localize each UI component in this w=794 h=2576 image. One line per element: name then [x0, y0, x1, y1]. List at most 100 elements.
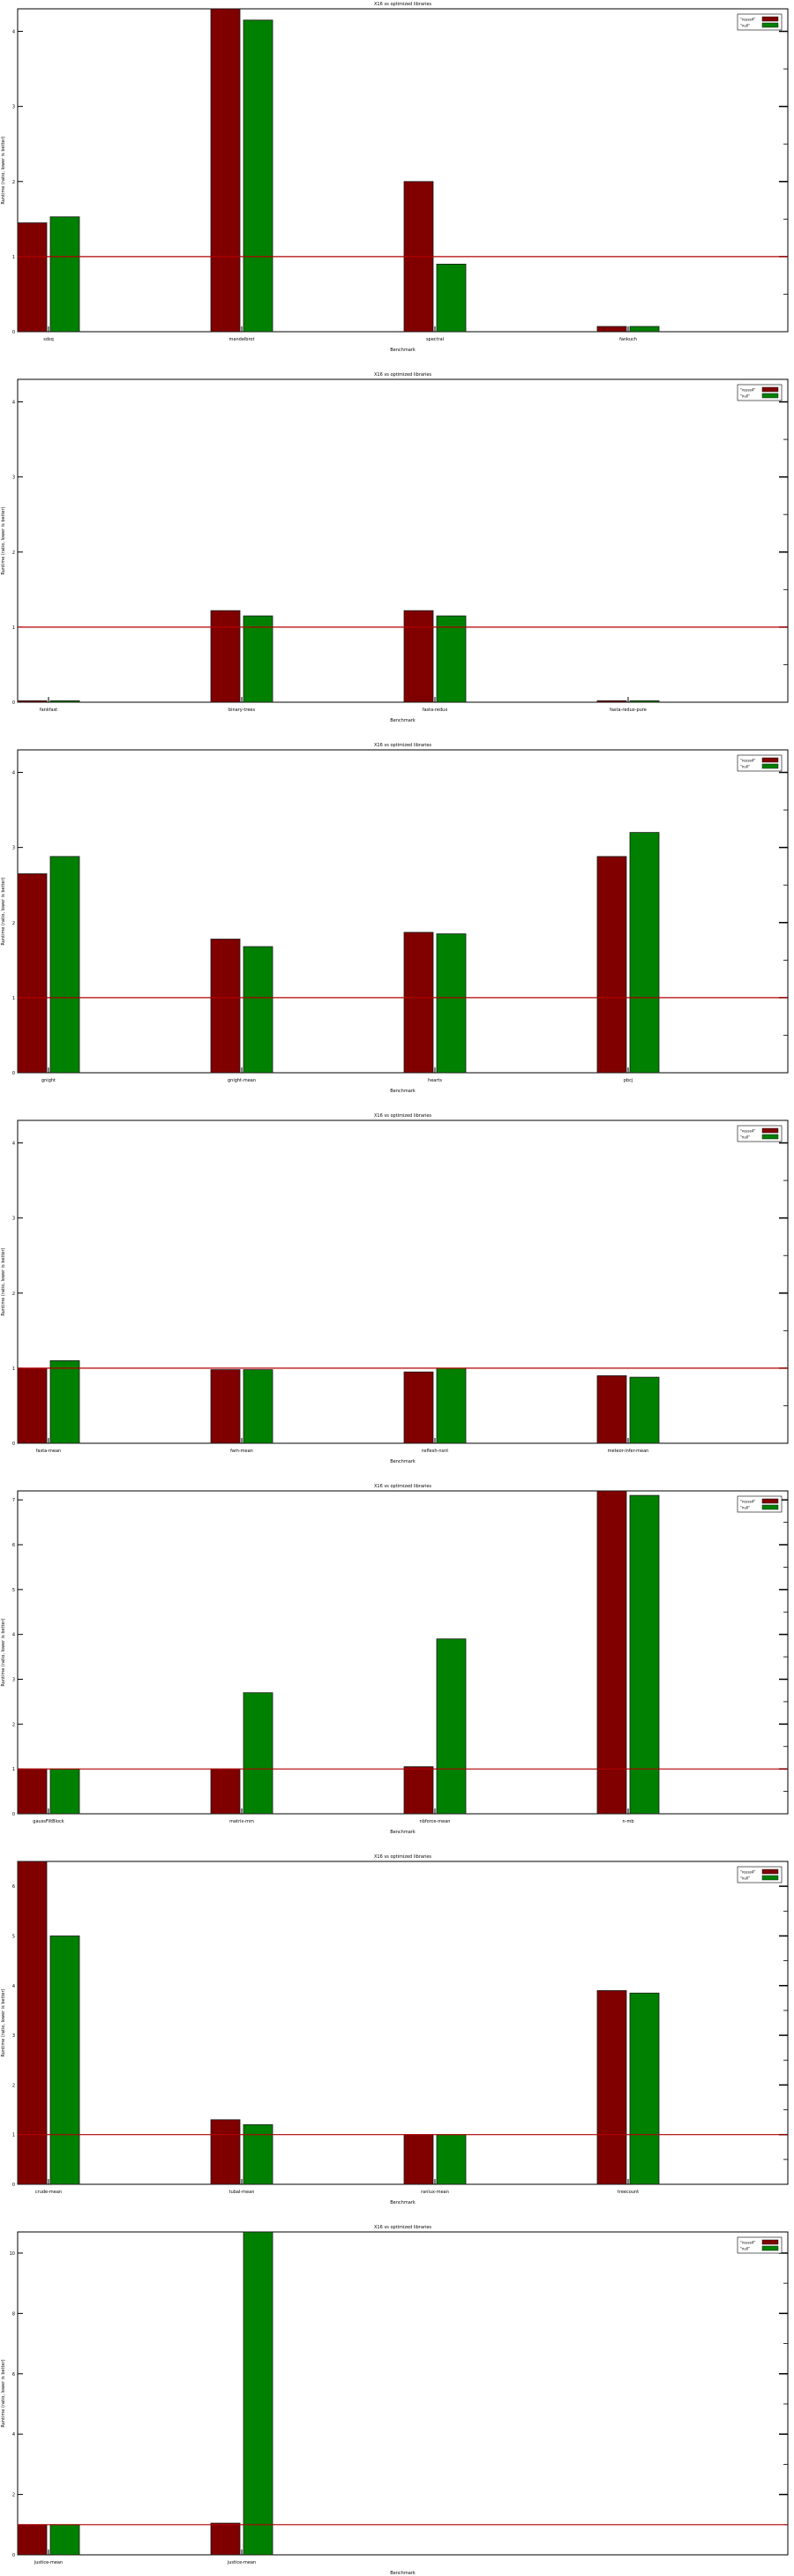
- legend-label: "reuse4": [740, 388, 755, 393]
- y-tick-label: 4: [12, 30, 15, 35]
- chart-2: X16 vs optimized libraries 1 2 3 4 0 Runtime (…: [1, 372, 789, 723]
- y-tick-label: 6: [12, 1884, 15, 1890]
- bar-null-3: [436, 933, 467, 1074]
- x-tick-label: treecount: [618, 2190, 639, 2195]
- y-tick-label: 0: [12, 1812, 15, 1817]
- bar-null-3: [436, 2134, 467, 2185]
- legend-label: "null": [740, 1876, 750, 1881]
- bar-reuse4-1: [17, 1367, 48, 1444]
- bar-null-2: [243, 946, 273, 1074]
- y-axis-label: Runtime (ratio, lower is better): [1, 1988, 6, 2056]
- x-tick-label: fasta-redux: [423, 708, 448, 713]
- x-tick-label: pbcj: [624, 1078, 633, 1083]
- y-axis-label: Runtime (ratio, lower is better): [1, 506, 6, 574]
- x-tick-label: spectral: [426, 337, 444, 342]
- x-tick-label: nbforce-mean: [420, 1819, 451, 1824]
- chart-3: X16 vs optimized libraries 1 2 3 4 0 Runtime (…: [1, 743, 789, 1094]
- chart-7: X16 vs optimized libraries 2 4 6 8 10 0 Runtime…: [1, 2225, 789, 2576]
- chart-6: X16 vs optimized libraries 1 2 3 4 5 6 0 Runtime…: [1, 1854, 789, 2205]
- legend-swatch: [761, 763, 779, 769]
- legend: "reuse4""null": [737, 13, 783, 31]
- x-tick-label: gnight: [41, 1078, 56, 1083]
- x-tick-label: fam-mean: [230, 1449, 253, 1454]
- bar-null-1: [49, 856, 80, 1074]
- bar-null-1: [49, 1768, 80, 1815]
- legend-label: "reuse4": [740, 18, 755, 22]
- y-tick-label: 3: [12, 846, 15, 851]
- x-tick-label: tubal-mean: [229, 2190, 255, 2195]
- legend-label: "null": [740, 2247, 750, 2251]
- y-axis-label: Runtime (ratio, lower is better): [1, 877, 6, 945]
- bar-reuse4-1: [17, 1768, 48, 1815]
- y-tick-label: 5: [12, 1588, 15, 1593]
- plot-frame: [17, 2231, 789, 2556]
- chart-title: X16 vs optimized libraries: [374, 2225, 431, 2230]
- y-axis-label: Runtime (ratio, lower is better): [1, 1247, 6, 1315]
- legend-label: "null": [740, 765, 750, 769]
- chart-4: X16 vs optimized libraries 1 2 3 4 0 Runtime (…: [1, 1113, 789, 1464]
- x-tick-label: justice-mean: [227, 2560, 256, 2565]
- bar-reuse4-1: [17, 2524, 48, 2556]
- x-tick-label: gnight-mean: [228, 1078, 256, 1083]
- legend-swatch: [761, 757, 779, 763]
- legend-swatch: [761, 1127, 779, 1134]
- bar-reuse4-4: [596, 1490, 627, 1815]
- plot-frame: [17, 1120, 789, 1444]
- chart-title: X16 vs optimized libraries: [374, 372, 431, 378]
- legend-label: "reuse4": [740, 1500, 755, 1504]
- y-axis-label: Runtime (ratio, lower is better): [1, 136, 6, 204]
- plot-frame: [17, 378, 789, 703]
- legend: "reuse4""null": [737, 1125, 783, 1142]
- bar-null-3: [436, 615, 467, 703]
- y-tick-label: 8: [12, 2311, 15, 2317]
- y-tick-label: 0: [12, 2553, 15, 2558]
- x-axis-label: Benchmark: [390, 1459, 416, 1464]
- chart-5: X16 vs optimized libraries 1 2 3 4 5 6 7 0 Runtim…: [1, 1484, 789, 1835]
- bar-null-1: [49, 216, 80, 333]
- plot-frame: [17, 1490, 789, 1815]
- legend-swatch: [761, 393, 779, 399]
- legend-swatch: [761, 16, 779, 22]
- x-tick-label: sdsq: [43, 337, 54, 342]
- bar-null-1: [49, 1359, 80, 1444]
- bar-null-2: [243, 2231, 273, 2556]
- bar-null-3: [436, 263, 467, 333]
- bar-reuse4-4: [596, 326, 627, 333]
- y-tick-label: 2: [12, 550, 15, 556]
- plot-frame: [17, 8, 789, 333]
- legend: "reuse4""null": [737, 384, 783, 401]
- chart-title: X16 vs optimized libraries: [374, 1854, 431, 1860]
- bar-null-2: [243, 2124, 273, 2185]
- y-tick-label: 1: [12, 2133, 15, 2138]
- y-tick-label: 4: [12, 771, 15, 776]
- x-axis-label: Benchmark: [390, 348, 416, 353]
- bar-null-4: [629, 1376, 660, 1444]
- bar-reuse4-1: [17, 700, 48, 703]
- legend-label: "null": [740, 394, 750, 399]
- x-tick-label: justice-mean: [34, 2560, 63, 2565]
- x-tick-label: crude-mean: [35, 2190, 62, 2195]
- legend-swatch: [761, 1504, 779, 1510]
- legend-label: "null": [740, 1506, 750, 1510]
- x-tick-label: meteor-infer-mean: [608, 1449, 649, 1454]
- y-tick-label: 4: [12, 401, 15, 406]
- bar-reuse4-1: [17, 873, 48, 1074]
- x-tick-label: mandelbrot: [229, 337, 255, 342]
- legend: "reuse4""null": [737, 754, 783, 772]
- x-tick-label: fankfast: [40, 708, 57, 713]
- y-tick-label: 4: [12, 1984, 15, 1989]
- bar-null-1: [49, 1936, 80, 2185]
- y-tick-label: 1: [12, 255, 15, 260]
- bar-reuse4-2: [210, 2522, 241, 2556]
- y-axis-label: Runtime (ratio, lower is better): [1, 2359, 6, 2427]
- legend-swatch: [761, 1134, 779, 1140]
- x-axis-label: Benchmark: [390, 1830, 416, 1835]
- y-tick-label: 7: [12, 1498, 15, 1503]
- bar-reuse4-3: [403, 610, 434, 703]
- y-tick-label: 1: [12, 1767, 15, 1772]
- bar-reuse4-2: [210, 2119, 241, 2185]
- legend-swatch: [761, 2239, 779, 2245]
- legend-label: "reuse4": [740, 1129, 755, 1134]
- y-tick-label: 0: [12, 1442, 15, 1447]
